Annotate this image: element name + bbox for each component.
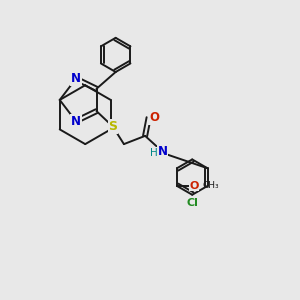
Text: N: N [71, 115, 81, 128]
Text: N: N [71, 72, 81, 85]
Text: H: H [150, 148, 158, 158]
Text: S: S [108, 120, 117, 133]
Text: Cl: Cl [186, 198, 198, 208]
Text: CH₃: CH₃ [203, 182, 220, 190]
Text: N: N [158, 145, 168, 158]
Text: O: O [189, 181, 199, 191]
Text: O: O [149, 111, 159, 124]
